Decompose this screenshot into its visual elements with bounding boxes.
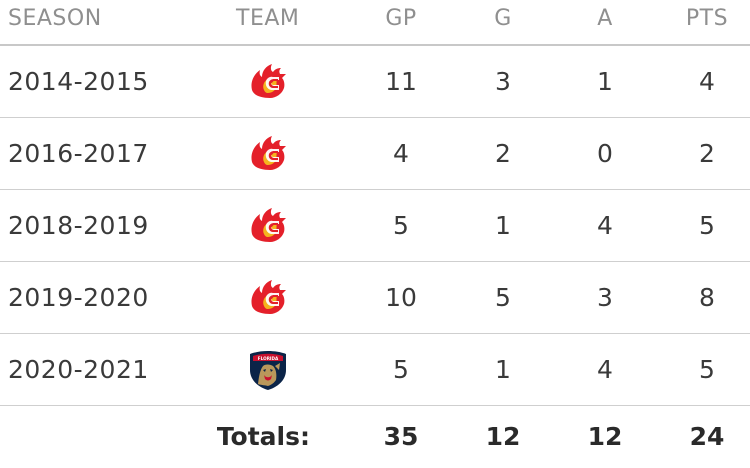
header-a: A — [597, 6, 613, 31]
table-row: 2020-2021 FLORIDA 5 1 4 5 — [0, 334, 750, 406]
gp-cell: 10 — [385, 283, 417, 312]
table-row: 2019-2020 10 5 3 8 — [0, 262, 750, 334]
pts-cell: 2 — [699, 139, 715, 168]
svg-text:FLORIDA: FLORIDA — [258, 356, 279, 361]
season-cell: 2019-2020 — [8, 283, 149, 312]
header-season: SEASON — [8, 6, 102, 31]
season-cell: 2020-2021 — [8, 355, 149, 384]
season-cell: 2018-2019 — [8, 211, 149, 240]
totals-pts: 24 — [689, 422, 725, 451]
g-cell: 5 — [495, 283, 511, 312]
calgary-flames-logo-icon — [251, 64, 286, 98]
g-cell: 3 — [495, 67, 511, 96]
header-pts: PTS — [685, 6, 729, 31]
calgary-flames-logo-icon — [251, 208, 286, 242]
a-cell: 3 — [597, 283, 613, 312]
florida-panthers-logo-icon: FLORIDA — [250, 351, 286, 390]
g-cell: 1 — [495, 211, 511, 240]
totals-gp: 35 — [383, 422, 419, 451]
totals-label: Totals: — [216, 422, 310, 451]
calgary-flames-logo-icon — [251, 280, 286, 314]
calgary-flames-logo-icon — [251, 136, 286, 170]
table-row: 2014-2015 11 3 1 4 — [0, 46, 750, 118]
g-cell: 2 — [495, 139, 511, 168]
header-g: G — [494, 6, 512, 31]
gp-cell: 5 — [393, 355, 409, 384]
pts-cell: 4 — [699, 67, 715, 96]
table-row: 2016-2017 4 2 0 2 — [0, 118, 750, 190]
a-cell: 0 — [597, 139, 613, 168]
pts-cell: 8 — [699, 283, 715, 312]
season-cell: 2016-2017 — [8, 139, 149, 168]
season-cell: 2014-2015 — [8, 67, 149, 96]
pts-cell: 5 — [699, 355, 715, 384]
table-header: SEASON TEAM GP G A PTS — [0, 0, 750, 46]
table-row: 2018-2019 5 1 4 5 — [0, 190, 750, 262]
g-cell: 1 — [495, 355, 511, 384]
a-cell: 4 — [597, 211, 613, 240]
header-team: TEAM — [236, 6, 300, 31]
a-cell: 4 — [597, 355, 613, 384]
totals-g: 12 — [485, 422, 521, 451]
a-cell: 1 — [597, 67, 613, 96]
pts-cell: 5 — [699, 211, 715, 240]
totals-row: Totals: 35 12 12 24 — [0, 406, 750, 460]
gp-cell: 5 — [393, 211, 409, 240]
totals-a: 12 — [587, 422, 623, 451]
gp-cell: 11 — [385, 67, 417, 96]
gp-cell: 4 — [393, 139, 409, 168]
header-gp: GP — [385, 6, 417, 31]
